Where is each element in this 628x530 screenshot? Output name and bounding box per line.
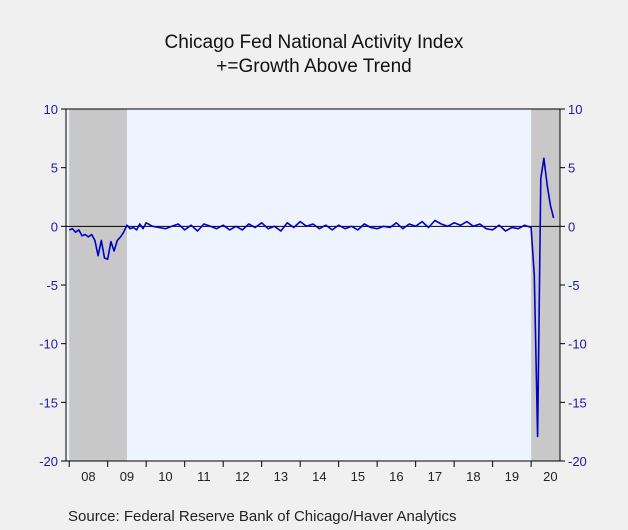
x-tick-label: 09 [120,469,134,484]
series-line [68,157,555,438]
y-tick-label-left: 10 [44,102,58,117]
y-tick-label-right: 5 [568,161,575,176]
plot-area [65,108,561,462]
x-tick-label: 10 [158,469,172,484]
x-tick-label: 15 [351,469,365,484]
y-tick-label-right: 10 [568,102,582,117]
series-layer [68,157,555,438]
x-tick-label: 17 [428,469,442,484]
source-note: Source: Federal Reserve Bank of Chicago/… [68,508,457,525]
chart-subtitle: +=Growth Above Trend [216,56,412,77]
x-tick-label: 19 [505,469,519,484]
y-tick-label-right: 0 [568,219,575,234]
x-tick-label: 11 [197,469,211,484]
y-tick-label-right: -5 [568,278,580,293]
y-tick-label-left: 0 [51,219,58,234]
x-tick-label: 13 [274,469,288,484]
y-tick-label-left: -5 [46,278,58,293]
y-tick-label-right: -20 [568,454,587,469]
y-tick-label-left: -10 [39,337,58,352]
axes: 10 10 5 5 0 0 -5 -5 -10 -10 -15 -15 -20 -20 08 09 10 11 12… [39,102,587,484]
x-tick-label: 12 [235,469,249,484]
y-tick-label-left: 5 [51,161,58,176]
y-tick-label-left: -15 [39,395,58,410]
chart-title: Chicago Fed National Activity Index [164,32,464,53]
recession-shading [69,109,560,461]
x-tick-label: 08 [81,469,95,484]
recession-band [531,109,560,461]
recession-band [69,109,127,461]
y-tick-label-right: -10 [568,337,587,352]
y-tick-label-left: -20 [39,454,58,469]
x-tick-label: 18 [466,469,480,484]
x-tick-label: 16 [389,469,403,484]
y-tick-label-right: -15 [568,395,587,410]
x-tick-label: 14 [312,469,326,484]
x-tick-label: 20 [543,469,557,484]
